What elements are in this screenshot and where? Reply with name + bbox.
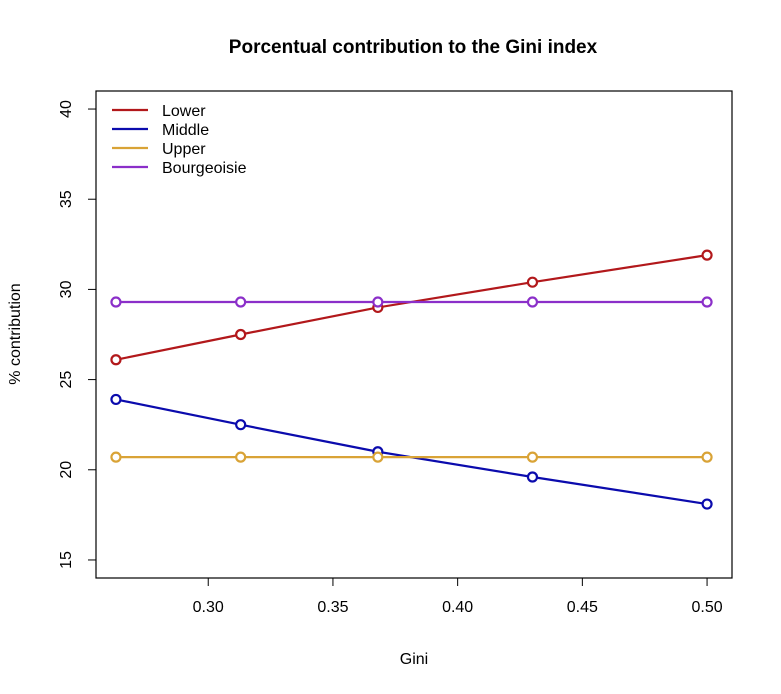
series-upper: [110, 451, 713, 463]
data-point-upper: [110, 451, 122, 463]
data-point-upper: [372, 451, 384, 463]
series-line-lower: [115, 254, 708, 361]
data-point-bourgeoisie: [701, 296, 713, 308]
legend-label-bourgeoisie: Bourgeoisie: [162, 160, 247, 177]
x-tick-label: 0.40: [442, 599, 473, 616]
data-point-upper: [235, 451, 247, 463]
y-tick-label: 20: [58, 461, 75, 479]
y-tick-label: 35: [58, 190, 75, 208]
data-point-middle: [235, 419, 247, 431]
data-point-lower: [110, 354, 122, 366]
data-point-bourgeoisie: [372, 296, 384, 308]
data-point-bourgeoisie: [235, 296, 247, 308]
series-line-middle: [115, 398, 708, 506]
data-point-bourgeoisie: [110, 296, 122, 308]
legend: Lower Middle Upper Bourgeoisie: [112, 103, 247, 177]
y-tick-label: 40: [58, 100, 75, 118]
series-middle: [110, 393, 713, 510]
x-tick-label: 0.30: [193, 599, 224, 616]
x-axis-label: Gini: [400, 651, 428, 668]
data-point-bourgeoisie: [526, 296, 539, 308]
data-point-middle: [526, 471, 539, 483]
legend-label-middle: Middle: [162, 122, 209, 139]
x-tick-label: 0.45: [567, 599, 598, 616]
data-point-lower: [701, 249, 713, 261]
legend-label-upper: Upper: [162, 141, 206, 158]
y-tick-label: 30: [58, 280, 75, 298]
y-axis-label: % contribution: [7, 283, 24, 384]
chart-title: Porcentual contribution to the Gini inde…: [229, 37, 598, 58]
x-tick-label: 0.35: [317, 599, 348, 616]
y-axis: 15 20 25 30 35 40: [58, 100, 97, 569]
data-point-middle: [701, 498, 713, 510]
data-point-lower: [526, 276, 539, 288]
data-point-lower: [235, 328, 247, 341]
y-tick-label: 25: [58, 371, 75, 389]
x-tick-label: 0.50: [691, 599, 722, 616]
y-tick-label: 15: [58, 551, 75, 569]
data-point-upper: [701, 451, 713, 463]
data-point-middle: [110, 393, 122, 406]
legend-label-lower: Lower: [162, 103, 206, 120]
series-lower: [110, 249, 713, 366]
x-axis: 0.30 0.35 0.40 0.45 0.50: [193, 577, 723, 616]
data-point-upper: [526, 451, 539, 463]
series-bourgeoisie: [110, 296, 713, 308]
series-layer: [110, 249, 713, 510]
